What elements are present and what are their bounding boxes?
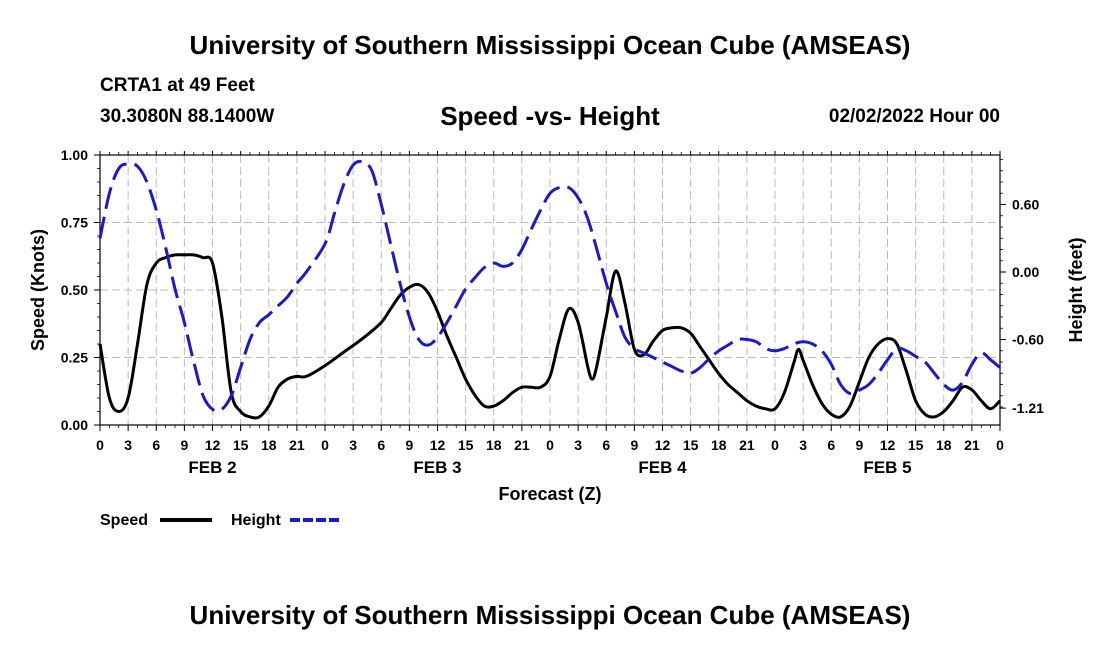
x-tick-label: 9	[855, 437, 863, 453]
x-tick-label: 3	[349, 437, 357, 453]
y2-tick-label: -1.21	[1012, 400, 1044, 416]
x-tick-label: 6	[377, 437, 385, 453]
y2-tick-label: 0.60	[1012, 197, 1039, 213]
chart-title: Speed -vs- Height	[440, 101, 660, 131]
height-series-line	[98, 159, 1001, 413]
y-tick-label: 0.50	[61, 282, 88, 298]
x-tick-label: 15	[458, 437, 474, 453]
day-label: FEB 2	[188, 458, 236, 477]
station-label: CRTA1 at 49 Feet	[100, 75, 255, 96]
y-tick-label: 0.25	[61, 350, 88, 366]
y-tick-label: 0.75	[61, 215, 88, 231]
legend: Speed Height	[100, 512, 342, 529]
x-tick-label: 18	[261, 437, 277, 453]
footer-title: University of Southern Mississippi Ocean…	[189, 600, 911, 630]
x-tick-label: 12	[430, 437, 446, 453]
x-axis-label: Forecast (Z)	[498, 484, 601, 504]
x-tick-label: 15	[233, 437, 249, 453]
y2-axis-label: Height (feet)	[1066, 238, 1086, 343]
x-tick-label: 6	[152, 437, 160, 453]
x-tick-label: 12	[880, 437, 896, 453]
x-tick-label: 21	[289, 437, 305, 453]
x-tick-label: 9	[405, 437, 413, 453]
x-tick-label: 9	[630, 437, 638, 453]
axis-ticks: 0 3 6 9 12 15 18 21 0 3 6 9 12 15 18 21 0 3 6 9 12 15 18 21 0 3 6 9…	[61, 147, 1044, 477]
x-tick-label: 15	[683, 437, 699, 453]
y2-tick-label: -0.60	[1012, 332, 1044, 348]
x-tick-label: 6	[827, 437, 835, 453]
x-tick-label: 3	[574, 437, 582, 453]
x-tick-label: 0	[96, 437, 104, 453]
x-tick-label: 9	[180, 437, 188, 453]
x-tick-label: 18	[711, 437, 727, 453]
x-tick-label: 6	[602, 437, 610, 453]
x-tick-label: 3	[799, 437, 807, 453]
grid	[100, 155, 1000, 425]
x-tick-label: 3	[124, 437, 132, 453]
station-coordinates: 30.3080N 88.1400W	[100, 106, 275, 127]
x-tick-label: 15	[908, 437, 924, 453]
legend-speed-label: Speed	[100, 512, 148, 529]
x-tick-label: 21	[514, 437, 530, 453]
x-tick-label: 12	[655, 437, 671, 453]
forecast-timestamp: 02/02/2022 Hour 00	[828, 106, 1000, 127]
main-title: University of Southern Mississippi Ocean…	[189, 30, 911, 60]
x-tick-label: 21	[739, 437, 755, 453]
x-tick-label: 18	[936, 437, 952, 453]
x-tick-label: 21	[964, 437, 980, 453]
x-tick-label: 0	[546, 437, 554, 453]
x-tick-label: 0	[771, 437, 779, 453]
y-tick-label: 1.00	[61, 147, 88, 163]
x-tick-label: 0	[996, 437, 1004, 453]
y2-tick-label: 0.00	[1012, 264, 1039, 280]
legend-height-label: Height	[231, 512, 281, 529]
speed-series-line	[98, 253, 1002, 420]
series	[98, 159, 1002, 420]
day-label: FEB 3	[413, 458, 461, 477]
y-axis-label: Speed (Knots)	[28, 229, 48, 351]
y-tick-label: 0.00	[61, 417, 88, 433]
x-tick-label: 12	[205, 437, 221, 453]
x-tick-label: 18	[486, 437, 502, 453]
day-label: FEB 5	[863, 458, 911, 477]
day-label: FEB 4	[638, 458, 687, 477]
x-tick-label: 0	[321, 437, 329, 453]
